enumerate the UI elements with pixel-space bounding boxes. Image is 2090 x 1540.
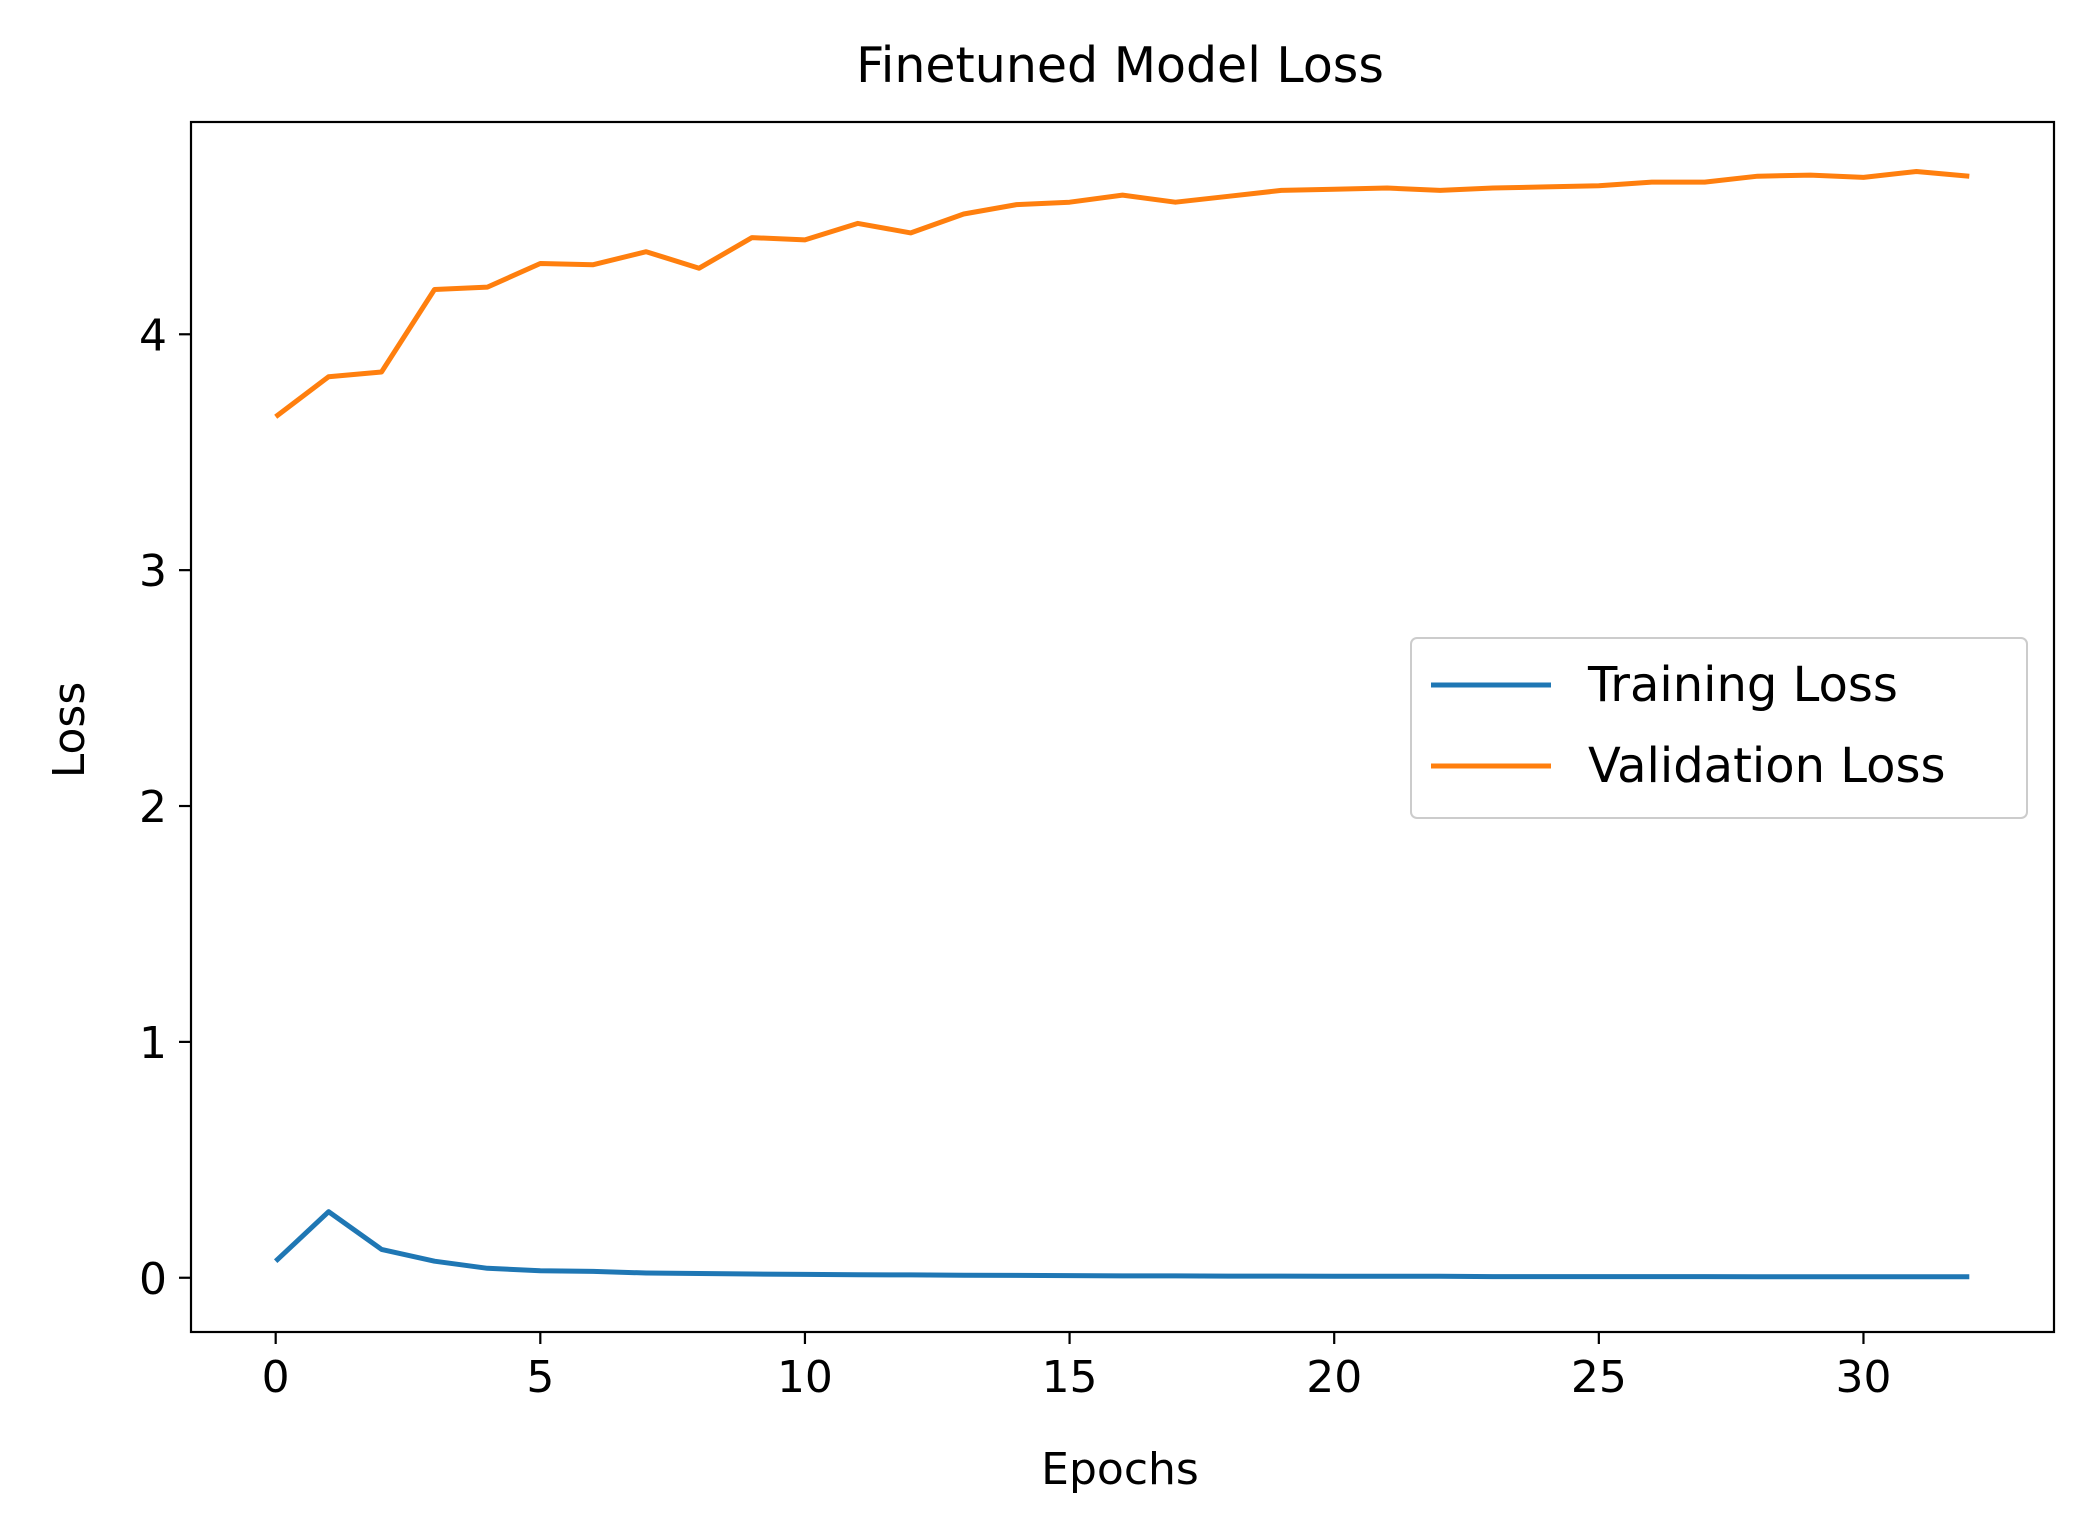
legend-box bbox=[1410, 637, 2028, 819]
plot-frame bbox=[189, 120, 2056, 1334]
y-tick-label: 0 bbox=[139, 1254, 167, 1305]
y-axis: 0 1 2 3 4 bbox=[139, 310, 191, 1305]
y-tick-label: 2 bbox=[139, 782, 167, 833]
x-tick-label: 15 bbox=[1042, 1352, 1098, 1403]
x-tick-label: 20 bbox=[1306, 1352, 1362, 1403]
legend-label-training: Training Loss bbox=[1587, 657, 1898, 713]
y-tick-label: 1 bbox=[139, 1018, 167, 1069]
x-tick-label: 25 bbox=[1571, 1352, 1627, 1403]
y-tick-label: 3 bbox=[139, 546, 167, 597]
training-loss-line bbox=[273, 1209, 1970, 1280]
legend-label-validation: Validation Loss bbox=[1588, 738, 1946, 794]
x-axis-label: Epochs bbox=[1041, 1444, 1199, 1495]
x-axis: 0 5 10 15 20 25 30 bbox=[262, 1332, 1891, 1403]
x-tick-label: 0 bbox=[262, 1352, 290, 1403]
y-axis-label: Loss bbox=[44, 682, 95, 779]
x-tick-label: 5 bbox=[526, 1352, 554, 1403]
chart-title: Finetuned Model Loss bbox=[856, 37, 1384, 94]
x-tick-label: 10 bbox=[777, 1352, 833, 1403]
x-tick-label: 30 bbox=[1835, 1352, 1891, 1403]
validation-loss-line bbox=[274, 169, 1970, 419]
legend: Training Loss Validation Loss bbox=[1410, 637, 2028, 819]
y-tick-label: 4 bbox=[139, 310, 167, 361]
series-layer bbox=[273, 169, 1970, 1280]
